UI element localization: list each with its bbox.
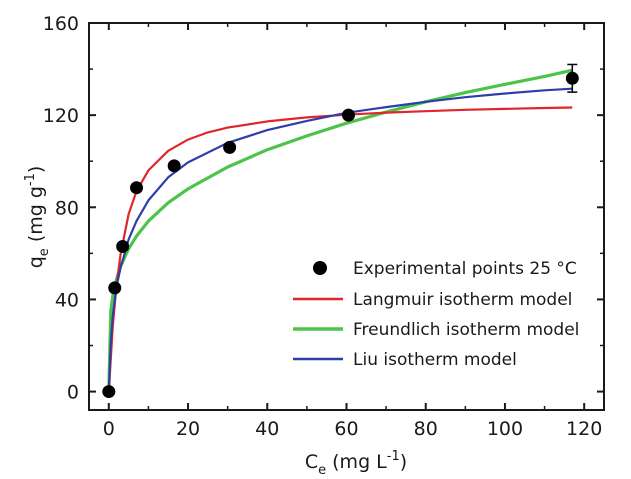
y-axis-label-sup: -1	[23, 173, 38, 186]
experimental-point-5	[223, 140, 237, 154]
x-tick-label-5: 100	[487, 418, 523, 440]
x-axis-label: Ce (mg L-1)	[305, 449, 407, 478]
experimental-point-3	[130, 181, 144, 195]
experimental-points	[102, 63, 579, 399]
model-curves	[107, 68, 573, 392]
x-axis-label-sup: -1	[387, 449, 400, 464]
y-tick-label-2: 80	[55, 197, 79, 219]
liu-curve	[107, 87, 573, 392]
legend-marker-experimental	[313, 261, 327, 275]
y-axis-label: qe (mg g-1)	[23, 166, 52, 269]
y-tick-label-1: 40	[55, 289, 79, 311]
experimental-point-6	[341, 108, 355, 122]
freundlich-curve	[107, 68, 573, 392]
legend-label-liu: Liu isotherm model	[353, 350, 517, 370]
y-axis-label-main: q	[25, 256, 47, 268]
y-axis-label-end: )	[25, 166, 47, 173]
y-axis-label-rest: (mg g	[25, 186, 47, 248]
x-axis-label-main: C	[305, 451, 318, 473]
experimental-point-4	[167, 159, 181, 173]
legend-label-freundlich: Freundlich isotherm model	[353, 320, 579, 340]
y-tick-label-3: 120	[43, 105, 79, 127]
experimental-point-1	[108, 281, 122, 295]
experimental-point-0	[102, 385, 116, 399]
legend-label-experimental: Experimental points 25 °C	[353, 259, 577, 279]
experimental-point-2	[116, 239, 130, 253]
x-axis-label-rest: (mg L	[326, 451, 387, 473]
y-axis-label-sub: e	[37, 248, 52, 256]
y-tick-label-4: 160	[43, 13, 79, 35]
langmuir-curve	[107, 106, 573, 392]
x-axis-label-sub: e	[318, 463, 326, 478]
experimental-point-7	[565, 71, 579, 85]
x-tick-label-2: 40	[255, 418, 279, 440]
x-tick-label-4: 80	[414, 418, 438, 440]
legend-label-langmuir: Langmuir isotherm model	[353, 290, 572, 310]
x-axis-label-end: )	[400, 451, 407, 473]
y-tick-label-0: 0	[67, 382, 79, 404]
x-tick-label-1: 20	[176, 418, 200, 440]
x-tick-label-0: 0	[103, 418, 115, 440]
x-tick-label-6: 120	[566, 418, 602, 440]
legend: Experimental points 25 °C Langmuir isoth…	[293, 259, 579, 370]
x-tick-label-3: 60	[334, 418, 358, 440]
axis-ticks: 0 20 40 60 80 100 120 0 40 80 120 160	[43, 13, 604, 440]
